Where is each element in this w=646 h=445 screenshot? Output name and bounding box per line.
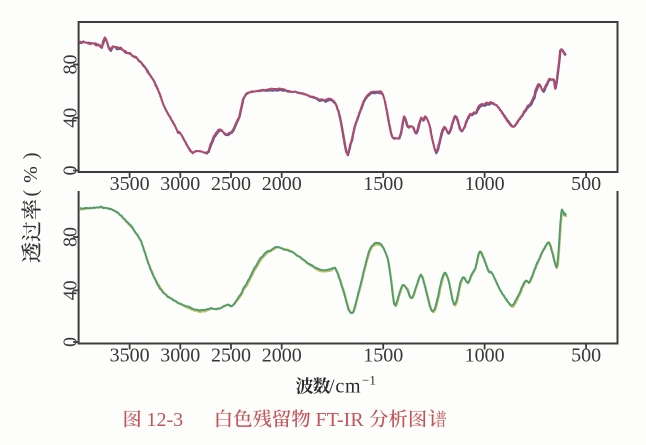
svg-text:500: 500 (571, 345, 601, 367)
svg-text:40: 40 (60, 280, 82, 300)
svg-text:1000: 1000 (465, 173, 505, 195)
svg-text:3500: 3500 (110, 345, 150, 367)
svg-text:(%): (%) (20, 153, 42, 197)
svg-text:1500: 1500 (363, 173, 403, 195)
svg-text:2500: 2500 (211, 345, 251, 367)
svg-text:0: 0 (60, 337, 82, 347)
svg-text:2000: 2000 (262, 173, 302, 195)
svg-text:FT-IR: FT-IR (316, 409, 365, 431)
svg-text:2000: 2000 (262, 345, 302, 367)
svg-text:−1: −1 (362, 373, 376, 388)
svg-text:0: 0 (60, 166, 82, 176)
svg-text:3500: 3500 (110, 173, 150, 195)
svg-text:40: 40 (60, 108, 82, 128)
svg-text:/cm: /cm (329, 376, 361, 398)
svg-text:12-3: 12-3 (147, 409, 184, 431)
svg-text:500: 500 (571, 173, 601, 195)
svg-text:3000: 3000 (160, 345, 200, 367)
svg-text:3000: 3000 (160, 173, 200, 195)
svg-text:1500: 1500 (363, 345, 403, 367)
svg-text:80: 80 (60, 55, 82, 75)
svg-text:2500: 2500 (211, 173, 251, 195)
svg-text:1000: 1000 (465, 345, 505, 367)
svg-text:80: 80 (60, 227, 82, 247)
